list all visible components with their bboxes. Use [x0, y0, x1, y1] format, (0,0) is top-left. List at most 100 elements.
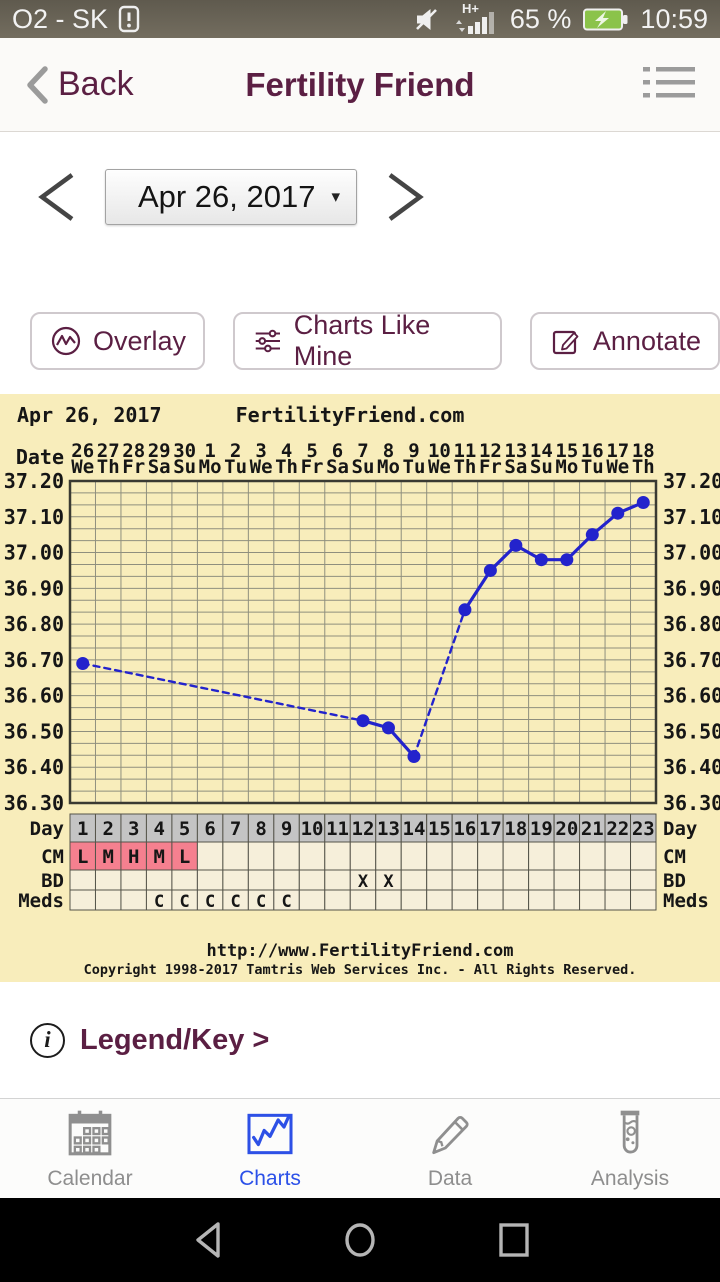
overlay-button[interactable]: Overlay — [30, 312, 206, 370]
chart-region[interactable]: Apr 26, 2017 FertilityFriend.com Date 26 27 2… — [0, 394, 720, 982]
svg-text:We: We — [428, 456, 451, 478]
mute-icon — [415, 8, 437, 30]
svg-text:Tu: Tu — [581, 456, 604, 478]
svg-text:13: 13 — [504, 440, 527, 462]
overlay-wave-icon — [51, 326, 81, 356]
svg-text:4: 4 — [153, 818, 164, 840]
svg-text:M: M — [102, 846, 113, 868]
svg-text:19: 19 — [530, 818, 553, 840]
svg-text:36.70: 36.70 — [663, 648, 720, 672]
svg-text:36.50: 36.50 — [4, 719, 64, 743]
temp-point — [356, 714, 370, 728]
svg-text:Day: Day — [663, 818, 697, 840]
svg-text:14: 14 — [403, 818, 426, 840]
svg-text:BD: BD — [41, 870, 64, 892]
temp-point — [611, 506, 625, 520]
svg-text:8: 8 — [255, 818, 266, 840]
menu-button[interactable] — [642, 59, 696, 110]
svg-text:Day: Day — [30, 818, 64, 840]
legend-key-link[interactable]: i Legend/Key > — [0, 982, 720, 1098]
svg-text:18: 18 — [504, 818, 527, 840]
date-select[interactable]: Apr 26, 2017 ▾ — [105, 169, 357, 225]
info-icon: i — [30, 1022, 65, 1058]
tab-charts[interactable]: Charts — [180, 1099, 360, 1198]
chart-title: Apr 26, 2017 — [17, 403, 162, 427]
tab-data-label: Data — [427, 1167, 473, 1190]
temp-line-segment — [412, 608, 467, 758]
svg-text:3: 3 — [128, 818, 139, 840]
svg-text:L: L — [77, 846, 88, 868]
android-back-button[interactable] — [185, 1216, 227, 1264]
svg-text:36.60: 36.60 — [4, 684, 64, 708]
selected-date-label: Apr 26, 2017 — [137, 179, 316, 214]
svg-text:Tu: Tu — [403, 456, 426, 478]
chart-action-row: Overlay Charts Like Mine Annotate — [30, 310, 720, 371]
temp-point — [76, 656, 90, 670]
temp-line-segment — [463, 568, 492, 612]
svg-text:1: 1 — [204, 440, 215, 462]
svg-text:9: 9 — [281, 818, 292, 840]
tab-calendar[interactable]: Calendar — [0, 1099, 180, 1198]
svg-text:36.30: 36.30 — [663, 791, 720, 815]
svg-text:16: 16 — [581, 440, 604, 462]
svg-text:Th: Th — [453, 456, 476, 478]
chart-watermark: FertilityFriend.com — [236, 403, 465, 427]
back-button[interactable]: Back — [24, 64, 134, 106]
svg-text:C: C — [281, 892, 291, 912]
temp-point — [483, 563, 497, 577]
svg-text:Sa: Sa — [326, 456, 349, 478]
svg-text:Sa: Sa — [504, 456, 527, 478]
svg-text:22: 22 — [606, 818, 629, 840]
svg-text:20: 20 — [555, 818, 578, 840]
svg-text:5: 5 — [179, 818, 190, 840]
bottom-tab-bar: Calendar Charts Data Analysis — [0, 1098, 720, 1198]
svg-text:Tu: Tu — [224, 456, 247, 478]
status-bar: O2 - SK H+ 65 % 10:59 — [0, 0, 720, 38]
tab-data[interactable]: Data — [360, 1099, 540, 1198]
svg-text:27: 27 — [97, 440, 120, 462]
temp-point — [585, 528, 599, 542]
svg-text:We: We — [606, 456, 629, 478]
tab-calendar-label: Calendar — [47, 1167, 133, 1190]
charts-like-mine-button[interactable]: Charts Like Mine — [233, 310, 502, 371]
svg-text:We: We — [250, 456, 273, 478]
svg-text:Su: Su — [173, 456, 196, 478]
temp-point — [560, 553, 574, 567]
annotate-button[interactable]: Annotate — [529, 312, 720, 370]
android-recents-button[interactable] — [493, 1216, 535, 1264]
tab-charts-label: Charts — [239, 1167, 301, 1190]
svg-text:Th: Th — [97, 456, 120, 478]
temp-point — [534, 553, 548, 567]
svg-text:C: C — [205, 892, 215, 912]
svg-text:37.00: 37.00 — [663, 541, 720, 565]
legend-key-label: Legend/Key > — [80, 1023, 270, 1056]
svg-text:37.10: 37.10 — [4, 505, 64, 529]
line-chart-icon — [247, 1113, 293, 1155]
svg-text:Mo: Mo — [555, 456, 578, 478]
next-date-button[interactable] — [383, 168, 429, 226]
svg-text:http://www.FertilityFriend.com: http://www.FertilityFriend.com — [206, 941, 513, 961]
temp-line-segment — [81, 662, 365, 722]
svg-text:12: 12 — [479, 440, 502, 462]
svg-text:Fr: Fr — [122, 456, 145, 478]
svg-text:C: C — [230, 892, 240, 912]
sim-alert-icon — [118, 5, 140, 33]
list-menu-icon — [643, 67, 695, 98]
svg-text:H+: H+ — [462, 2, 479, 16]
svg-text:Mo: Mo — [199, 456, 222, 478]
svg-text:17: 17 — [479, 818, 502, 840]
svg-text:36.80: 36.80 — [663, 612, 720, 636]
android-home-button[interactable] — [339, 1216, 381, 1264]
annotate-label: Annotate — [592, 325, 701, 356]
tab-analysis[interactable]: Analysis — [540, 1099, 720, 1198]
svg-text:7: 7 — [357, 440, 368, 462]
temp-point — [509, 538, 523, 552]
previous-date-button[interactable] — [33, 168, 79, 226]
svg-text:Su: Su — [530, 456, 553, 478]
svg-text:12: 12 — [352, 818, 375, 840]
svg-text:37.00: 37.00 — [4, 541, 64, 565]
svg-text:H: H — [128, 846, 139, 868]
svg-text:36.40: 36.40 — [4, 755, 64, 779]
annotate-edit-icon — [552, 330, 579, 355]
